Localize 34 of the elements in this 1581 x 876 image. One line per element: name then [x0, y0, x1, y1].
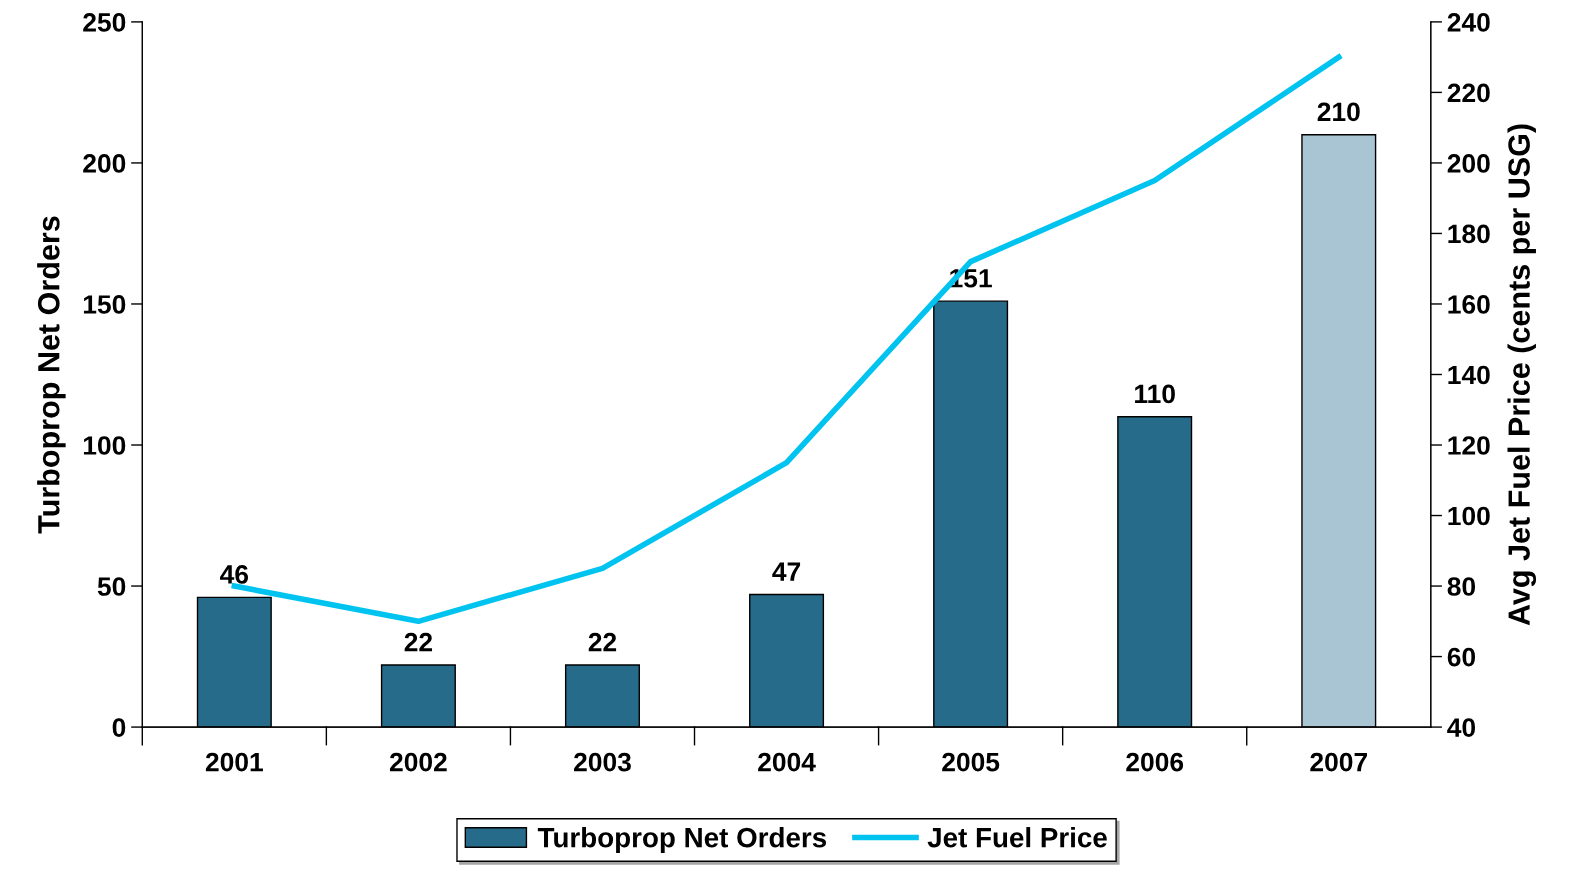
x-tick-label: 2005: [942, 752, 1000, 772]
x-tick-label: 2007: [1310, 752, 1367, 772]
y-tick-label: 200: [83, 154, 126, 173]
x-tick-label: 2004: [758, 752, 816, 772]
y2-tick-label: 120: [1448, 436, 1490, 455]
x-tick-label: 2002: [389, 752, 447, 772]
y2-tick-label: 240: [1447, 13, 1490, 32]
data-label: 22: [588, 632, 617, 652]
y2-axis-title: Avg Jet Fuel Price (cents per USG): [1507, 124, 1537, 626]
data-label: 47: [772, 562, 801, 581]
y-tick-label: 0: [112, 718, 126, 737]
y2-tick-label: 200: [1447, 154, 1490, 173]
y2-tick-label: 220: [1447, 83, 1490, 103]
y-tick-label: 150: [83, 295, 126, 314]
x-tick-label: 2006: [1126, 752, 1184, 772]
y2-tick-label: 60: [1447, 647, 1476, 667]
data-label: 22: [404, 632, 433, 652]
y2-tick-label: 100: [1448, 506, 1490, 526]
data-label: 110: [1135, 384, 1175, 404]
y2-tick-label: 140: [1448, 365, 1490, 385]
y-tick-label: 50: [97, 577, 126, 596]
y-tick-label: 100: [83, 436, 126, 455]
data-label: 210: [1317, 102, 1360, 122]
y2-tick-label: 180: [1448, 224, 1490, 244]
legend-label: Turboprop Net Orders: [537, 827, 827, 853]
data-label: 46: [220, 565, 249, 584]
x-tick-label: 2001: [205, 752, 263, 772]
legend-label: Jet Fuel Price: [927, 827, 1107, 848]
y-tick-label: 250: [83, 13, 126, 32]
y2-tick-label: 80: [1447, 577, 1476, 596]
y-axis-title: Turboprop Net Orders: [37, 216, 66, 534]
y2-tick-label: 160: [1448, 295, 1490, 314]
x-tick-label: 2003: [574, 752, 631, 772]
y2-tick-label: 40: [1447, 718, 1476, 737]
